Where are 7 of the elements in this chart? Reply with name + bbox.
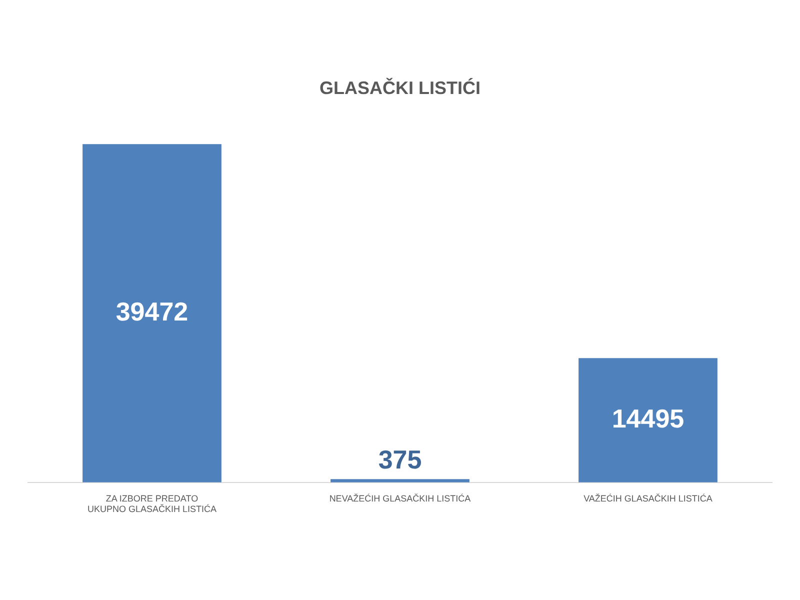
x-tick-label: ZA IZBORE PREDATO UKUPNO GLASAČKIH LISTIĆA [87,493,217,514]
data-label: 14495 [612,403,684,434]
data-label: 375 [378,444,422,474]
data-label: 39472 [116,296,188,326]
x-tick-label: VAŽEĆIH GLASAČKIH LISTIĆA [584,493,712,504]
x-tick-label: NEVAŽEĆIH GLASAČKIH LISTIĆA [329,493,471,504]
chart-title: GLASAČKI LISTIĆI [320,76,480,98]
